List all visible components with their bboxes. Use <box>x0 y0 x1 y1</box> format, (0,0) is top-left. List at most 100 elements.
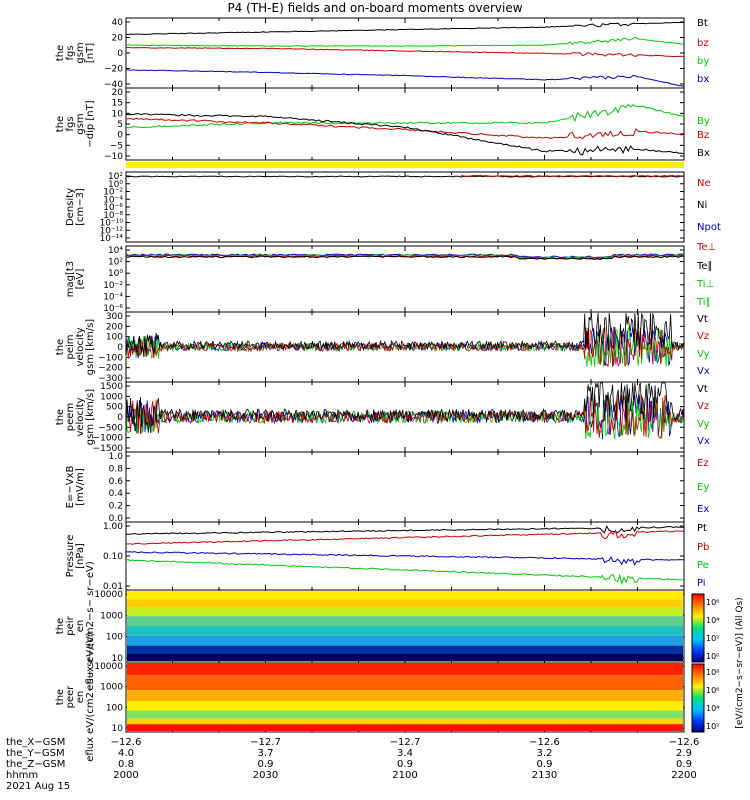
y-tick-label: 10000 <box>94 662 123 672</box>
y-tick-label: 1.0 <box>109 452 124 462</box>
y-tick-label: 100 <box>106 703 123 713</box>
ylabel-line: eflux eV/(cm2−s− sr−eV) <box>85 632 96 762</box>
y-tick-label: 100 <box>106 633 123 643</box>
ylabel-line: gsm <box>75 113 86 134</box>
series-bx <box>125 69 685 87</box>
orbit-row-label: the_X−GSM <box>6 737 65 748</box>
series-bz <box>125 46 685 58</box>
colorbar-0 <box>691 593 705 663</box>
y-tick-label: −300 <box>98 374 123 384</box>
pressure-trace <box>126 551 684 566</box>
ylabel-line: peir <box>65 615 76 635</box>
yellow-flag-bar <box>126 162 684 168</box>
y-tick-label: 40 <box>112 18 124 28</box>
ion-spectrogram-band <box>127 654 683 661</box>
ion-velocity-trace <box>125 326 685 367</box>
legend-Vx: Vx <box>697 436 710 447</box>
y-tick-label: 0 <box>117 413 123 423</box>
ylabel-line: mag[t3 <box>65 261 76 297</box>
y-tick-label: 10⁰ <box>108 180 123 190</box>
colorbar-tick: 10⁴ <box>706 704 719 713</box>
orbit-value: 4.0 <box>118 748 134 759</box>
panel-frame-2 <box>125 171 685 243</box>
ylabel-line: E=−VxB <box>65 466 76 509</box>
orbit-value: 0.8 <box>118 759 134 770</box>
ylabel-line: gsm [km/s] <box>85 319 96 375</box>
ylabel-line: [nPa] <box>75 543 86 569</box>
ion-spectrogram-band <box>127 626 683 636</box>
legend-Vz: Vz <box>697 331 709 342</box>
legend-Bx: Bx <box>697 148 710 159</box>
pressure-trace <box>125 524 685 535</box>
y-tick-label: 1.00 <box>103 522 123 532</box>
ylabel-line: −dip [nT] <box>85 100 96 147</box>
ylabel-line: [mV/m] <box>75 468 86 506</box>
colorbar-tick: 10² <box>706 722 719 731</box>
legend-Ni: Ni <box>697 200 707 211</box>
pressure-trace <box>125 558 684 586</box>
orbit-value: 2.9 <box>676 748 692 759</box>
ylabel-line: en <box>75 620 86 633</box>
y-tick-label: −500 <box>98 423 123 433</box>
y-tick-label: 200 <box>106 322 123 332</box>
orbit-value: 0.9 <box>397 759 413 770</box>
y-tick-label: 0.01 <box>103 582 123 592</box>
y-tick-label: 10 <box>112 724 124 734</box>
legend-Ex: Ex <box>697 504 709 515</box>
legend-by: by <box>697 56 709 67</box>
y-tick-label: 0 <box>117 131 123 141</box>
electron-spectrogram-band <box>127 690 683 702</box>
y-tick-label: 10⁻⁴ <box>103 292 123 302</box>
y-tick-label: −10 <box>104 152 123 162</box>
panel-ylabel-1: thefgsgsm−dip [nT] <box>55 100 96 147</box>
y-tick-label: 20 <box>112 34 124 44</box>
legend-Pe: Pe <box>697 560 709 571</box>
legend-Vy: Vy <box>697 349 710 360</box>
panel-ylabel-8: thepeireneflux eV/(cm2−s− sr−eV) <box>55 561 96 691</box>
panel-frame-6 <box>125 451 685 523</box>
y-tick-label: 0.8 <box>109 464 124 474</box>
y-tick-label: 10² <box>108 258 123 268</box>
colorbar-tick: 10⁶ <box>706 686 719 695</box>
colorbar-tick: 10⁰ <box>706 652 719 661</box>
y-tick-label: 0.0 <box>109 514 124 524</box>
ylabel-line: peem <box>65 403 76 431</box>
legend-Bz: Bz <box>697 130 709 141</box>
y-tick-label: 1000 <box>100 611 123 621</box>
legend-Te∥: Te∥ <box>696 261 713 272</box>
panel-ylabel-5: thepeemvelocitygsm [km/s] <box>55 389 96 445</box>
y-tick-label: −20 <box>104 65 123 75</box>
y-tick-label: −200 <box>98 364 123 374</box>
y-tick-label: 300 <box>106 312 123 322</box>
orbit-value: −12.7 <box>390 737 421 748</box>
y-tick-label: 10⁻⁴ <box>103 195 123 205</box>
series-By <box>125 103 685 129</box>
ylabel-line: peer <box>65 685 76 709</box>
y-tick-label: 10⁻⁶ <box>103 304 123 314</box>
panel-ylabel-4: thepeimvelocitygsm [km/s] <box>55 319 96 375</box>
y-tick-label: 10⁴ <box>108 246 123 256</box>
orbit-value: −12.6 <box>111 737 142 748</box>
ion-spectrogram-band <box>127 645 683 654</box>
legend-Ti⊥: Ti⊥ <box>696 279 714 290</box>
y-tick-label: 0.6 <box>109 477 124 487</box>
y-tick-label: 15 <box>112 99 123 109</box>
y-tick-label: 0.4 <box>109 489 124 499</box>
y-tick-label: 10⁻² <box>103 188 123 198</box>
ylabel-line: [cm−3] <box>75 188 86 226</box>
legend-bz: bz <box>697 38 709 49</box>
electron-velocity-trace <box>125 382 685 433</box>
pressure-trace <box>125 529 685 545</box>
plot-title: P4 (TH-E) fields and on-board moments ov… <box>227 1 523 15</box>
electron-spectrogram-band <box>127 724 683 731</box>
ylabel-line: Density <box>65 188 76 226</box>
orbit-value: 0.9 <box>258 759 274 770</box>
electron-spectrogram-band <box>127 710 683 719</box>
orbit-value: −12.7 <box>250 737 281 748</box>
y-tick-label: 1500 <box>100 382 123 392</box>
ylabel-line: fgs <box>65 45 76 60</box>
legend-Pb: Pb <box>697 542 709 553</box>
y-tick-label: −1000 <box>93 434 124 444</box>
legend-Te⊥: Te⊥ <box>696 242 716 253</box>
